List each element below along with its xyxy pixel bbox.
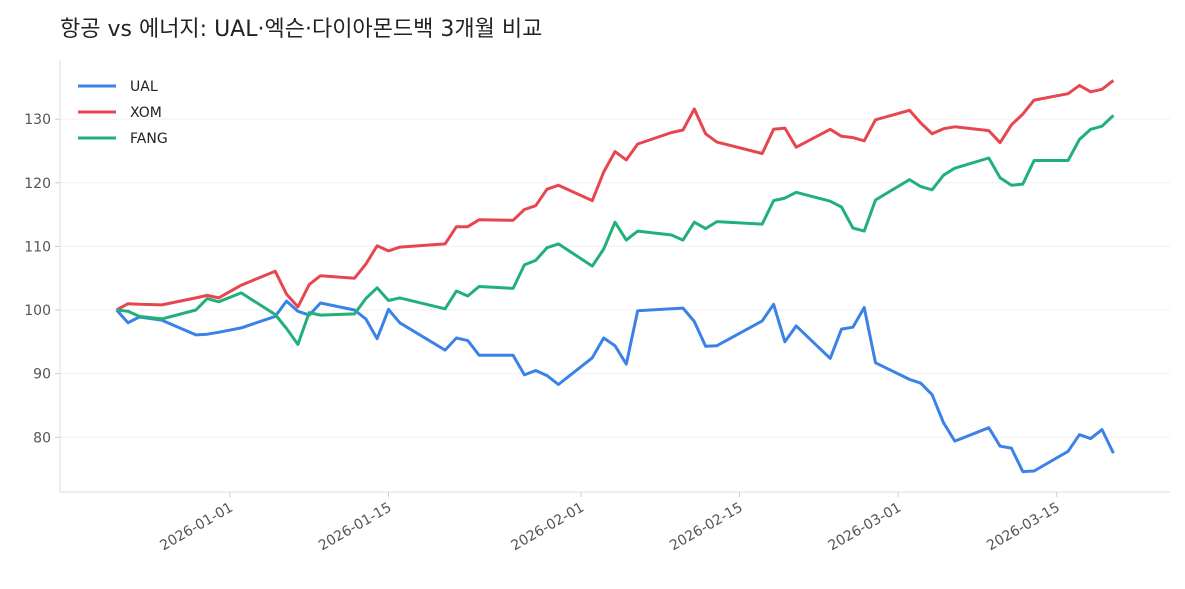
x-tick-label: 2026-02-01 <box>509 500 587 555</box>
y-tick-label: 120 <box>24 176 51 192</box>
x-tick-label: 2026-03-01 <box>826 500 904 555</box>
series-line <box>115 79 1115 312</box>
series-line <box>115 299 1115 474</box>
y-tick-label: 90 <box>33 367 51 383</box>
series-line <box>116 114 1115 346</box>
y-tick-label: 130 <box>24 112 51 128</box>
y-tick-label: 80 <box>33 430 51 446</box>
legend-label: FANG <box>130 131 168 147</box>
x-tick-label: 2026-01-01 <box>157 500 235 555</box>
y-tick-label: 110 <box>24 239 51 255</box>
legend-label: XOM <box>130 105 162 121</box>
x-tick-label: 2026-01-15 <box>316 500 394 555</box>
y-tick-label: 100 <box>24 303 51 319</box>
x-tick-label: 2026-03-15 <box>984 500 1062 555</box>
chart-title: 항공 vs 에너지: UAL·엑슨·다이아몬드백 3개월 비교 <box>60 17 542 42</box>
legend-label: UAL <box>130 79 158 95</box>
x-tick-label: 2026-02-15 <box>667 500 745 555</box>
